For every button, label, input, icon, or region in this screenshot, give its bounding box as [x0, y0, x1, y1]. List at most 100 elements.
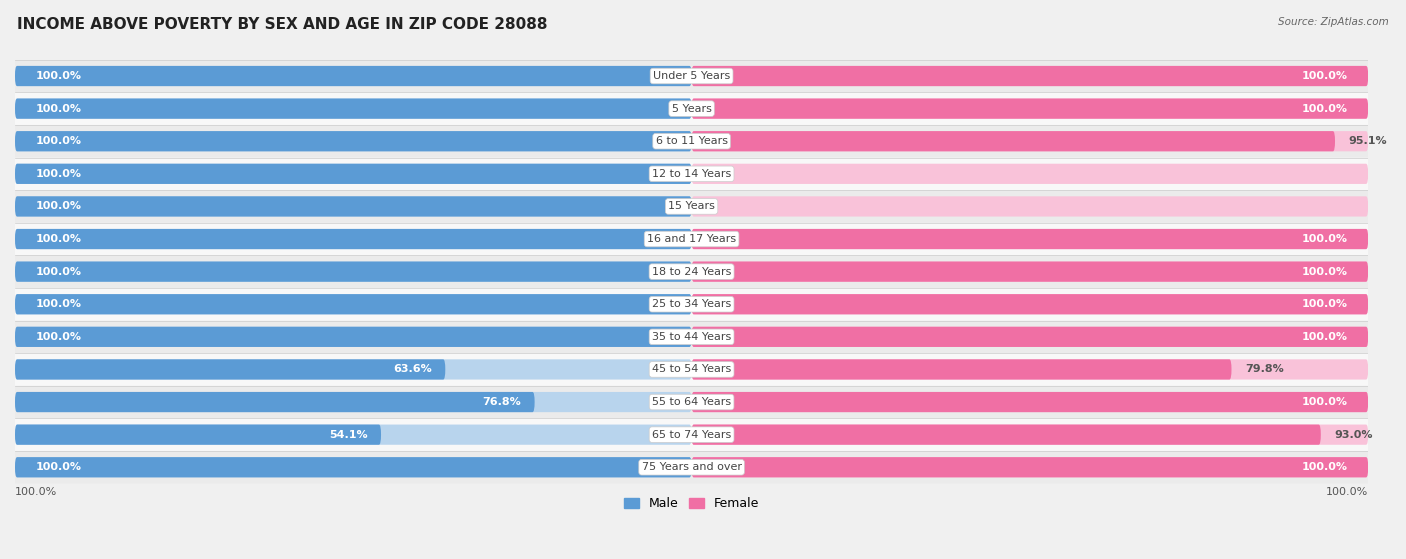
FancyBboxPatch shape [15, 262, 692, 282]
Text: 100.0%: 100.0% [35, 462, 82, 472]
FancyBboxPatch shape [15, 424, 381, 445]
Text: 75 Years and over: 75 Years and over [641, 462, 741, 472]
FancyBboxPatch shape [15, 190, 1368, 222]
FancyBboxPatch shape [15, 164, 692, 184]
FancyBboxPatch shape [15, 451, 1368, 484]
Text: Source: ZipAtlas.com: Source: ZipAtlas.com [1278, 17, 1389, 27]
Text: 35 to 44 Years: 35 to 44 Years [652, 332, 731, 342]
FancyBboxPatch shape [15, 327, 692, 347]
FancyBboxPatch shape [15, 125, 1368, 158]
Text: 100.0%: 100.0% [1302, 267, 1348, 277]
FancyBboxPatch shape [692, 164, 1368, 184]
FancyBboxPatch shape [15, 158, 1368, 190]
FancyBboxPatch shape [15, 229, 692, 249]
FancyBboxPatch shape [15, 457, 692, 477]
Text: 100.0%: 100.0% [35, 332, 82, 342]
FancyBboxPatch shape [15, 66, 692, 86]
Text: 93.0%: 93.0% [1334, 430, 1372, 440]
FancyBboxPatch shape [692, 457, 1368, 477]
FancyBboxPatch shape [692, 457, 1368, 477]
FancyBboxPatch shape [15, 392, 534, 412]
Text: 100.0%: 100.0% [1302, 71, 1348, 81]
FancyBboxPatch shape [15, 196, 692, 216]
Text: 100.0%: 100.0% [1302, 103, 1348, 113]
FancyBboxPatch shape [692, 262, 1368, 282]
Text: 54.1%: 54.1% [329, 430, 367, 440]
Text: 100.0%: 100.0% [35, 267, 82, 277]
Text: 100.0%: 100.0% [35, 234, 82, 244]
Text: 100.0%: 100.0% [35, 299, 82, 309]
Text: 63.6%: 63.6% [394, 364, 432, 375]
FancyBboxPatch shape [15, 359, 692, 380]
Text: 25 to 34 Years: 25 to 34 Years [652, 299, 731, 309]
FancyBboxPatch shape [15, 457, 692, 477]
FancyBboxPatch shape [15, 359, 446, 380]
FancyBboxPatch shape [692, 131, 1368, 151]
FancyBboxPatch shape [15, 229, 692, 249]
FancyBboxPatch shape [692, 424, 1368, 445]
FancyBboxPatch shape [15, 98, 692, 119]
FancyBboxPatch shape [692, 98, 1368, 119]
Text: 76.8%: 76.8% [482, 397, 522, 407]
Text: 65 to 74 Years: 65 to 74 Years [652, 430, 731, 440]
FancyBboxPatch shape [692, 66, 1368, 86]
FancyBboxPatch shape [692, 392, 1368, 412]
FancyBboxPatch shape [15, 131, 692, 151]
Text: 100.0%: 100.0% [1302, 299, 1348, 309]
Text: 15 Years: 15 Years [668, 201, 716, 211]
FancyBboxPatch shape [692, 196, 1368, 216]
Text: 45 to 54 Years: 45 to 54 Years [652, 364, 731, 375]
FancyBboxPatch shape [15, 320, 1368, 353]
Text: 100.0%: 100.0% [1302, 397, 1348, 407]
Text: INCOME ABOVE POVERTY BY SEX AND AGE IN ZIP CODE 28088: INCOME ABOVE POVERTY BY SEX AND AGE IN Z… [17, 17, 547, 32]
FancyBboxPatch shape [692, 327, 1368, 347]
Text: 6 to 11 Years: 6 to 11 Years [655, 136, 727, 146]
Text: 100.0%: 100.0% [1302, 234, 1348, 244]
FancyBboxPatch shape [15, 60, 1368, 92]
Text: 95.1%: 95.1% [1348, 136, 1388, 146]
Text: 100.0%: 100.0% [35, 71, 82, 81]
FancyBboxPatch shape [15, 66, 692, 86]
Text: 12 to 14 Years: 12 to 14 Years [652, 169, 731, 179]
FancyBboxPatch shape [15, 327, 692, 347]
FancyBboxPatch shape [692, 424, 1320, 445]
Text: 79.8%: 79.8% [1246, 364, 1284, 375]
FancyBboxPatch shape [15, 418, 1368, 451]
Text: 18 to 24 Years: 18 to 24 Years [652, 267, 731, 277]
FancyBboxPatch shape [15, 294, 692, 314]
FancyBboxPatch shape [15, 386, 1368, 418]
Text: 5 Years: 5 Years [672, 103, 711, 113]
FancyBboxPatch shape [15, 196, 692, 216]
FancyBboxPatch shape [15, 353, 1368, 386]
FancyBboxPatch shape [692, 229, 1368, 249]
Text: 100.0%: 100.0% [35, 136, 82, 146]
Text: 100.0%: 100.0% [35, 201, 82, 211]
FancyBboxPatch shape [692, 327, 1368, 347]
FancyBboxPatch shape [692, 262, 1368, 282]
Text: 100.0%: 100.0% [1302, 332, 1348, 342]
Text: 100.0%: 100.0% [35, 103, 82, 113]
FancyBboxPatch shape [692, 294, 1368, 314]
FancyBboxPatch shape [692, 229, 1368, 249]
Legend: Male, Female: Male, Female [619, 492, 763, 515]
FancyBboxPatch shape [692, 98, 1368, 119]
FancyBboxPatch shape [15, 131, 692, 151]
Text: 16 and 17 Years: 16 and 17 Years [647, 234, 737, 244]
FancyBboxPatch shape [692, 392, 1368, 412]
FancyBboxPatch shape [15, 424, 692, 445]
Text: Under 5 Years: Under 5 Years [652, 71, 730, 81]
Text: 100.0%: 100.0% [1302, 462, 1348, 472]
FancyBboxPatch shape [15, 262, 692, 282]
Text: 55 to 64 Years: 55 to 64 Years [652, 397, 731, 407]
FancyBboxPatch shape [15, 92, 1368, 125]
FancyBboxPatch shape [15, 255, 1368, 288]
FancyBboxPatch shape [692, 359, 1368, 380]
Text: 100.0%: 100.0% [15, 487, 58, 498]
FancyBboxPatch shape [15, 222, 1368, 255]
Text: 100.0%: 100.0% [35, 169, 82, 179]
FancyBboxPatch shape [692, 66, 1368, 86]
FancyBboxPatch shape [692, 294, 1368, 314]
Text: 100.0%: 100.0% [1326, 487, 1368, 498]
FancyBboxPatch shape [692, 131, 1336, 151]
FancyBboxPatch shape [15, 288, 1368, 320]
